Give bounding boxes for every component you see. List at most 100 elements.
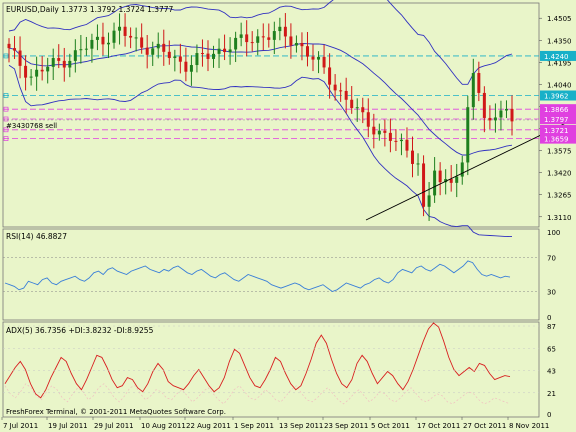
- price-tick-label: 1.4040: [547, 81, 572, 89]
- candle-body: [134, 37, 138, 39]
- candle-body: [13, 48, 17, 51]
- candle-body: [178, 56, 182, 62]
- bollinger-bands-layer: [8, 0, 513, 238]
- candle-body: [145, 47, 149, 55]
- candle-body: [24, 65, 28, 78]
- candle-body: [234, 37, 238, 50]
- time-tick-label: 29 Jul 2011: [94, 422, 134, 430]
- candle-body: [399, 139, 403, 142]
- rsi-axis-label: 100: [547, 229, 560, 237]
- time-tick-label: 7 Jul 2011: [3, 422, 38, 430]
- adx-axis-label: 87: [547, 323, 556, 331]
- rsi-axis: 100 70 30 0: [547, 229, 560, 322]
- candle-body: [90, 39, 94, 49]
- candle-body: [212, 53, 216, 59]
- candle-body: [438, 170, 442, 183]
- rsi-panel-frame: [2, 228, 540, 321]
- candle-body: [322, 56, 326, 68]
- price-tick-label: 1.4350: [547, 37, 572, 45]
- candles-layer: [7, 13, 514, 221]
- candle-body: [223, 48, 227, 53]
- candle-body: [206, 53, 210, 59]
- candle-body: [46, 66, 50, 72]
- candle-body: [156, 43, 160, 49]
- candle-body: [129, 35, 133, 38]
- candle-body: [162, 43, 166, 52]
- candle-body: [339, 90, 343, 92]
- price-label-text: 1.3962: [544, 93, 569, 101]
- band-upper: [8, 0, 513, 85]
- candle-body: [300, 42, 304, 47]
- time-tick-label: 5 Oct 2011: [371, 422, 410, 430]
- order-label[interactable]: #3430768 sell: [6, 122, 57, 130]
- copyright-text: FreshForex Terminal, © 2001-2011 MetaQuo…: [6, 408, 226, 416]
- candle-body: [73, 50, 77, 61]
- candle-body: [79, 49, 83, 51]
- candle-body: [245, 34, 249, 43]
- price-label-text: 1.3721: [544, 127, 569, 135]
- time-tick-label: 17 Oct 2011: [417, 422, 460, 430]
- time-tick-label: 8 Nov 2011: [509, 422, 549, 430]
- candle-body: [471, 73, 475, 108]
- candle-body: [344, 90, 348, 100]
- candle-body: [377, 130, 381, 135]
- adx-panel-frame: [2, 321, 540, 418]
- symbol-info: EURUSD,Daily 1.3773 1.3792 1.3724 1.3777: [6, 5, 174, 14]
- horizontal-lines-layer: [3, 53, 539, 141]
- hline-marker: [3, 106, 9, 112]
- adx-axis: 87 65 43 21 0: [3, 323, 556, 419]
- price-label-text: 1.3866: [544, 106, 569, 114]
- hline-marker: [3, 53, 9, 59]
- candle-body: [250, 42, 254, 44]
- candle-body: [7, 43, 11, 49]
- price-tick-label: 1.3420: [547, 170, 572, 178]
- rsi-line: [4, 260, 511, 293]
- candle-body: [317, 56, 321, 60]
- candle-body: [394, 140, 398, 142]
- candle-body: [328, 67, 332, 85]
- band-lower: [8, 64, 513, 238]
- rsi-axis-label: 30: [547, 289, 556, 297]
- time-tick-label: 22 Aug 2011: [186, 422, 231, 430]
- adx-axis-label: 0: [547, 411, 551, 419]
- price-tick-label: 1.4505: [547, 15, 572, 23]
- price-label-text: 1.3659: [544, 136, 569, 144]
- candle-body: [283, 26, 287, 37]
- candle-body: [416, 163, 420, 165]
- rsi-axis-label: 0: [547, 314, 551, 322]
- candle-body: [106, 42, 110, 45]
- adx-axis-label: 21: [547, 390, 556, 398]
- candle-body: [68, 60, 72, 68]
- candle-body: [294, 42, 298, 46]
- candle-body: [228, 49, 232, 53]
- candle-body: [466, 107, 470, 163]
- hline-marker: [3, 127, 9, 133]
- candle-body: [460, 162, 464, 177]
- candle-body: [411, 150, 415, 164]
- adx-label: ADX(5) 36.7356 +DI:3.8232 -DI:8.9255: [6, 326, 154, 335]
- hline-marker: [3, 136, 9, 141]
- candle-body: [189, 65, 193, 72]
- candle-body: [112, 30, 116, 43]
- candle-body: [366, 112, 370, 127]
- candle-body: [151, 48, 155, 55]
- price-label-box: [540, 50, 576, 61]
- candle-body: [57, 58, 61, 61]
- hline-marker: [3, 93, 9, 98]
- price-label-box: [540, 113, 576, 124]
- adx-layer: [4, 322, 511, 405]
- candle-body: [289, 36, 293, 46]
- candle-body: [482, 92, 486, 118]
- candle-body: [167, 51, 171, 59]
- time-tick-label: 19 Jul 2011: [48, 422, 88, 430]
- hline-marker: [3, 116, 9, 122]
- candle-body: [51, 58, 55, 67]
- di-line: [4, 383, 511, 405]
- time-tick-label: 10 Aug 2011: [141, 422, 186, 430]
- time-tick-label: 1 Sep 2011: [234, 422, 274, 430]
- candle-body: [427, 195, 431, 207]
- price-tick-label: 1.3110: [547, 214, 572, 222]
